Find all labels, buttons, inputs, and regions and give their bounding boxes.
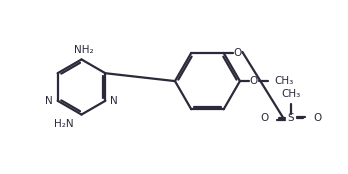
Text: CH₃: CH₃ (282, 89, 301, 99)
Text: N: N (110, 96, 118, 106)
Text: O: O (314, 113, 322, 124)
Text: O: O (260, 113, 269, 124)
Text: O: O (250, 76, 258, 86)
Text: S: S (288, 113, 294, 124)
Text: NH₂: NH₂ (74, 45, 93, 55)
Text: H₂N: H₂N (54, 119, 74, 129)
Text: O: O (234, 48, 242, 58)
Text: N: N (45, 96, 53, 106)
Text: CH₃: CH₃ (275, 76, 294, 86)
